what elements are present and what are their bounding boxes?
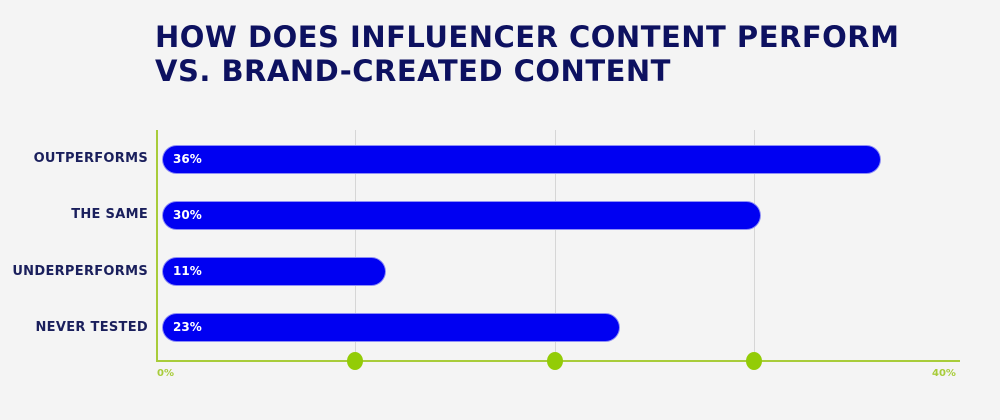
bar-value-label: 36%: [173, 152, 202, 166]
chart-title-line-2: VS. BRAND-CREATED CONTENT: [155, 54, 671, 88]
axis-marker-dot: [547, 352, 563, 370]
bar-outperforms: 36%: [163, 146, 880, 173]
x-tick-label-min: 0%: [157, 368, 174, 379]
bar-value-label: 11%: [173, 264, 202, 278]
bar-underperforms: 11%: [163, 258, 385, 285]
category-label: OUTPERFORMS: [33, 151, 148, 166]
axis-marker-dot: [746, 352, 762, 370]
gridline-20: [555, 130, 556, 361]
gridline-30: [754, 130, 755, 361]
bar-value-label: 30%: [173, 208, 202, 222]
axis-marker-dot: [347, 352, 363, 370]
gridline-10: [355, 130, 356, 361]
chart-title: HOW DOES INFLUENCER CONTENT PERFORM VS. …: [155, 20, 899, 88]
bar-value-label: 23%: [173, 320, 202, 334]
category-label: NEVER TESTED: [35, 320, 148, 335]
x-tick-label-max: 40%: [932, 368, 956, 379]
bar-never-tested: 23%: [163, 314, 619, 341]
y-axis-line: [156, 130, 158, 362]
category-label: UNDERPERFORMS: [12, 264, 148, 279]
bar-the-same: 30%: [163, 202, 760, 229]
chart-title-line-1: HOW DOES INFLUENCER CONTENT PERFORM: [155, 20, 900, 54]
category-label: THE SAME: [71, 207, 148, 222]
